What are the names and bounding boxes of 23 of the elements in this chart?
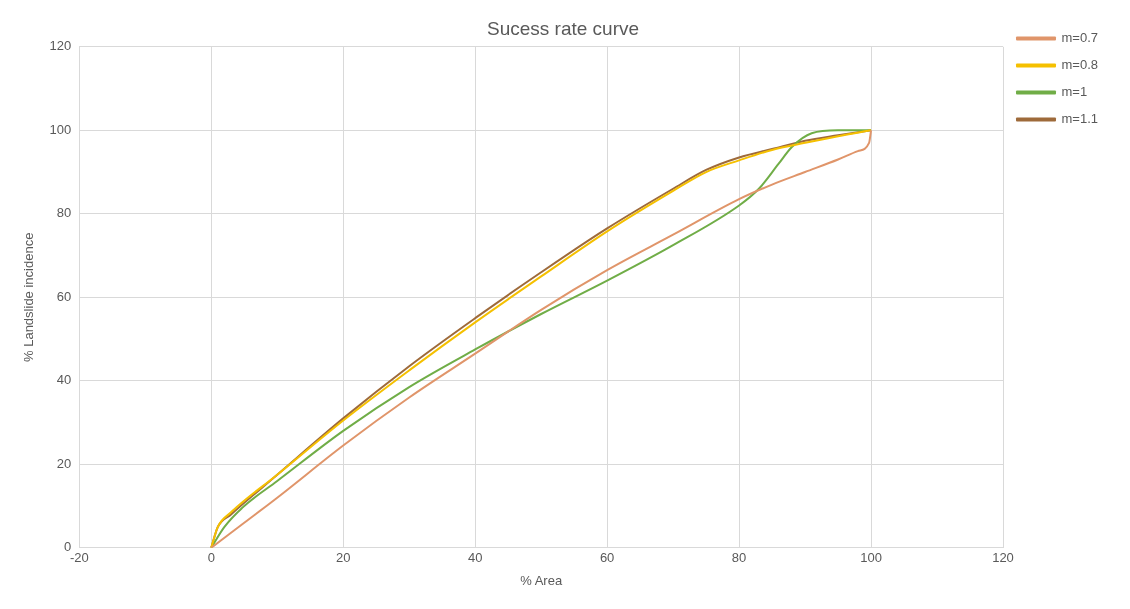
- y-tick-label: 120: [49, 38, 72, 54]
- x-axis-title: % Area: [520, 572, 563, 588]
- x-tick-label: -20: [69, 550, 89, 566]
- x-tick-label: 0: [207, 550, 215, 566]
- legend-label: m=0.8: [1061, 57, 1099, 73]
- y-tick-label: 100: [49, 121, 72, 137]
- legend-label: m=0.7: [1061, 30, 1099, 46]
- y-tick-label: 60: [56, 288, 72, 304]
- x-tick-label: 60: [599, 550, 615, 566]
- x-tick-label: 20: [335, 550, 351, 566]
- line-series: [210, 129, 873, 548]
- legend-label: m=1.1: [1061, 111, 1099, 127]
- legend-label: m=1: [1061, 84, 1088, 100]
- y-tick-label: 40: [56, 372, 72, 388]
- chart-title: Sucess rate curve: [486, 17, 640, 39]
- x-tick-label: 100: [860, 550, 882, 566]
- x-tick-label: 120: [992, 550, 1014, 566]
- x-tick-label: 80: [731, 550, 747, 566]
- y-axis-title: % Landslide incidence: [21, 232, 37, 362]
- y-tick-label: 20: [56, 455, 72, 471]
- y-tick-label: 0: [64, 539, 72, 555]
- y-tick-label: 80: [56, 205, 72, 221]
- x-tick-label: 40: [467, 550, 483, 566]
